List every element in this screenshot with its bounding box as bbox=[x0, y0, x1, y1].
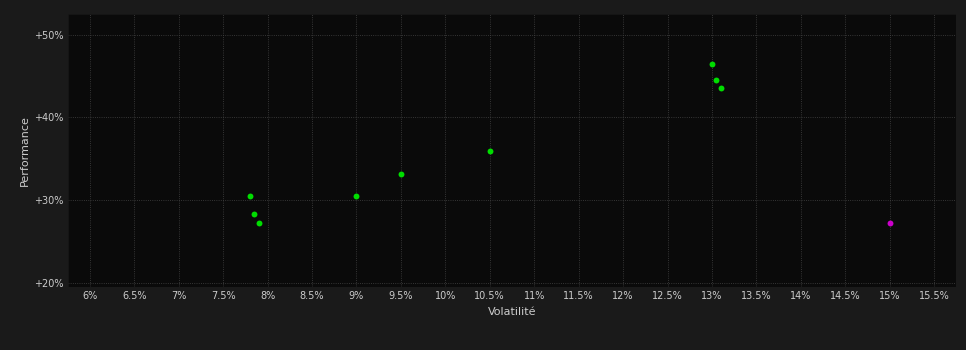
Point bbox=[349, 193, 364, 199]
Y-axis label: Performance: Performance bbox=[19, 115, 30, 186]
Point bbox=[246, 211, 262, 217]
Point bbox=[482, 148, 497, 153]
Point bbox=[704, 61, 720, 66]
Point bbox=[709, 77, 724, 83]
Point bbox=[882, 220, 897, 226]
Point bbox=[242, 193, 258, 199]
Point bbox=[251, 220, 267, 226]
Point bbox=[713, 86, 728, 91]
X-axis label: Volatilité: Volatilité bbox=[488, 307, 536, 317]
Point bbox=[393, 171, 409, 176]
